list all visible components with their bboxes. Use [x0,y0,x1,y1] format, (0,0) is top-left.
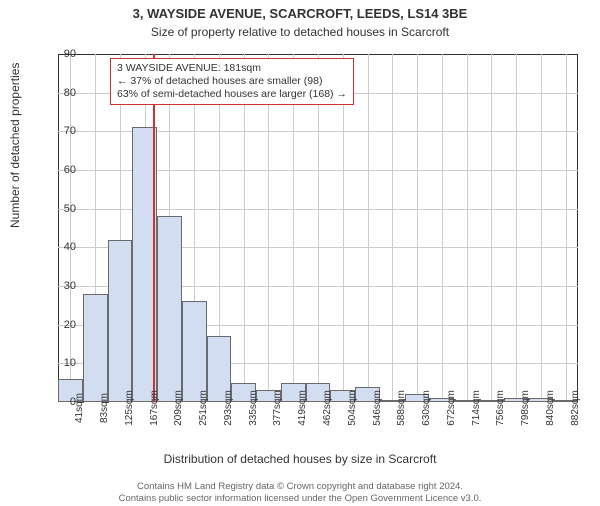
gridline-v [244,54,245,402]
y-tick-label: 20 [48,319,76,331]
gridline-v [368,54,369,402]
x-tick-label: 462sqm [322,390,333,426]
histogram-bar [83,294,108,402]
property-marker-line [153,54,155,402]
x-tick-label: 335sqm [248,390,259,426]
y-tick-label: 30 [48,280,76,292]
gridline-v [516,54,517,402]
gridline-v [268,54,269,402]
x-tick-label: 756sqm [495,390,506,426]
gridline-v [566,54,567,402]
y-tick-label: 50 [48,203,76,215]
histogram-bar [182,301,207,402]
x-tick-label: 588sqm [396,390,407,426]
annotation-box: 3 WAYSIDE AVENUE: 181sqm ← 37% of detach… [110,58,354,105]
x-tick-label: 714sqm [471,390,482,426]
annotation-line-3: 63% of semi-detached houses are larger (… [117,88,347,101]
y-tick-label: 10 [48,357,76,369]
annotation-line-2: ← 37% of detached houses are smaller (98… [117,75,347,88]
x-tick-label: 798sqm [520,390,531,426]
chart-title: 3, WAYSIDE AVENUE, SCARCROFT, LEEDS, LS1… [0,6,600,23]
y-tick-label: 80 [48,87,76,99]
footer: Contains HM Land Registry data © Crown c… [0,481,600,504]
x-tick-label: 882sqm [570,390,581,426]
y-tick-label: 0 [48,396,76,408]
footer-line-1: Contains HM Land Registry data © Crown c… [0,481,600,492]
chart-subtitle: Size of property relative to detached ho… [0,25,600,39]
gridline-v [293,54,294,402]
gridline-v [442,54,443,402]
histogram-bar [108,240,133,402]
y-tick-label: 40 [48,241,76,253]
y-tick-label: 90 [48,48,76,60]
x-tick-label: 419sqm [297,390,308,426]
x-tick-label: 251sqm [198,390,209,426]
x-tick-label: 125sqm [124,390,135,426]
gridline-v [417,54,418,402]
y-tick-label: 70 [48,125,76,137]
gridline-v [343,54,344,402]
y-axis-label: Number of detached properties [8,63,22,228]
gridline-v [541,54,542,402]
x-tick-label: 209sqm [173,390,184,426]
annotation-line-1: 3 WAYSIDE AVENUE: 181sqm [117,62,347,75]
footer-line-2: Contains public sector information licen… [0,493,600,504]
x-tick-label: 840sqm [545,390,556,426]
x-tick-label: 630sqm [421,390,432,426]
x-tick-label: 293sqm [223,390,234,426]
x-tick-label: 504sqm [347,390,358,426]
gridline-v [491,54,492,402]
chart-container: 3, WAYSIDE AVENUE, SCARCROFT, LEEDS, LS1… [0,6,600,506]
histogram-bar [157,216,182,402]
x-axis-label: Distribution of detached houses by size … [0,452,600,466]
gridline-v [392,54,393,402]
x-tick-label: 672sqm [446,390,457,426]
x-tick-label: 167sqm [149,390,160,426]
x-tick-label: 83sqm [99,393,110,423]
x-tick-label: 546sqm [372,390,383,426]
gridline-v [318,54,319,402]
gridline-v [467,54,468,402]
x-tick-label: 41sqm [74,393,85,423]
y-tick-label: 60 [48,164,76,176]
gridline-v [70,54,71,402]
x-tick-label: 377sqm [272,390,283,426]
plot-area [58,54,578,402]
